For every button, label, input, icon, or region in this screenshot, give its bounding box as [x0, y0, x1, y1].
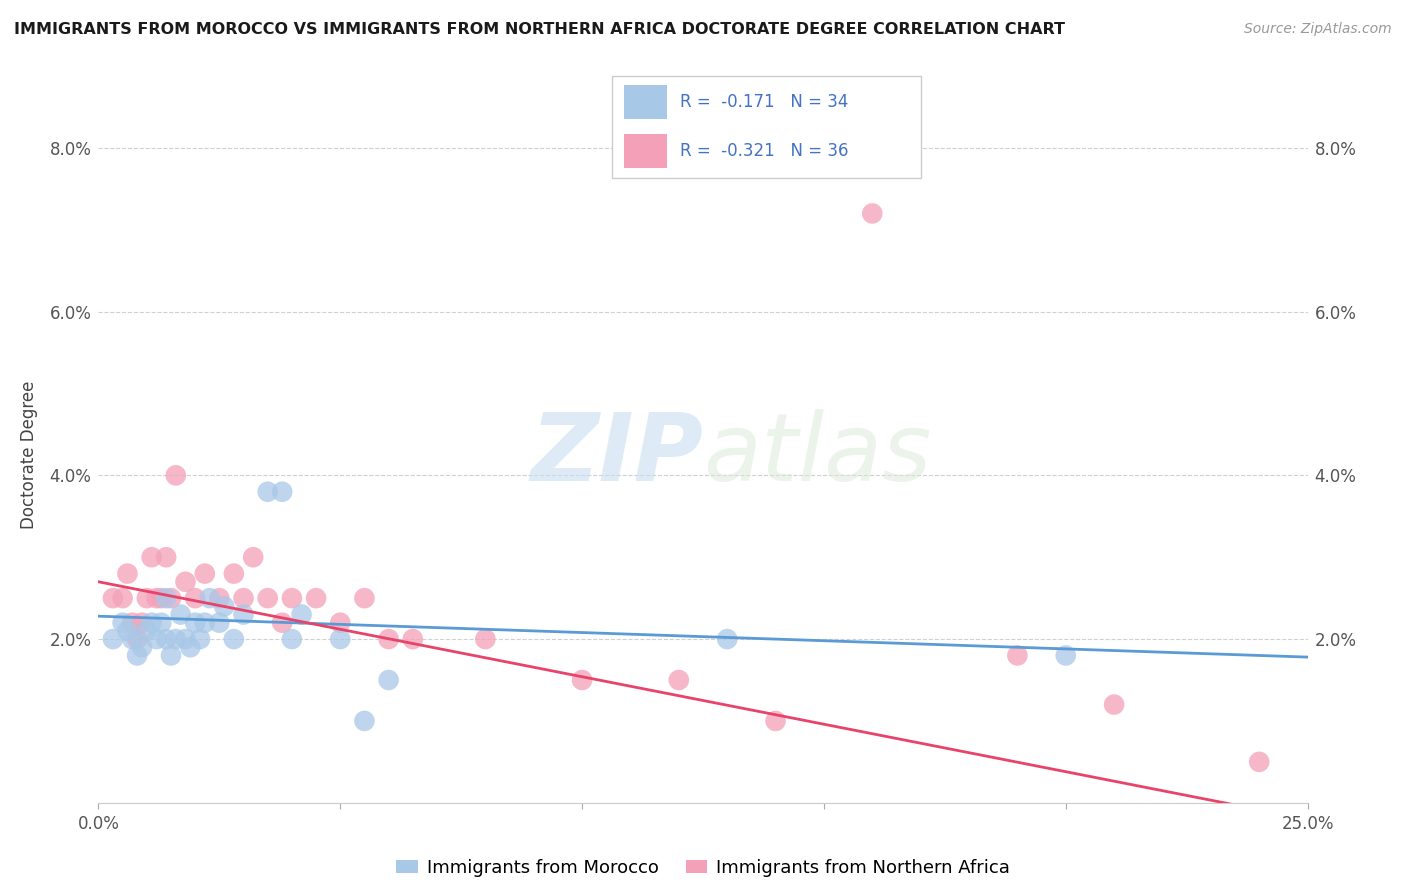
Point — [131, 615, 153, 630]
Point — [377, 632, 399, 646]
Point — [329, 615, 352, 630]
Point — [127, 648, 149, 663]
Point — [860, 206, 883, 220]
Point — [101, 632, 124, 646]
Point — [208, 591, 231, 606]
Point — [232, 607, 254, 622]
Point — [117, 566, 139, 581]
Point — [474, 632, 496, 646]
Point — [174, 574, 197, 589]
Point — [402, 632, 425, 646]
Point — [188, 632, 211, 646]
Point — [135, 591, 157, 606]
Point — [290, 607, 312, 622]
Point — [145, 632, 167, 646]
Point — [155, 632, 177, 646]
Point — [242, 550, 264, 565]
FancyBboxPatch shape — [612, 76, 921, 178]
Point — [141, 615, 163, 630]
Text: ZIP: ZIP — [530, 409, 703, 501]
Point — [184, 615, 207, 630]
Point — [305, 591, 328, 606]
Point — [117, 624, 139, 638]
Point — [111, 615, 134, 630]
Text: Source: ZipAtlas.com: Source: ZipAtlas.com — [1244, 22, 1392, 37]
Point — [160, 591, 183, 606]
Point — [194, 566, 217, 581]
Point — [194, 615, 217, 630]
Point — [150, 591, 173, 606]
Point — [212, 599, 235, 614]
Point — [1102, 698, 1125, 712]
Point — [1249, 755, 1271, 769]
Point — [377, 673, 399, 687]
Bar — [624, 135, 668, 168]
Point — [198, 591, 221, 606]
Point — [179, 640, 201, 655]
Point — [271, 615, 294, 630]
Y-axis label: Doctorate Degree: Doctorate Degree — [20, 381, 38, 529]
Point — [131, 640, 153, 655]
Point — [281, 591, 304, 606]
Text: atlas: atlas — [703, 409, 931, 500]
Point — [571, 673, 593, 687]
Point — [271, 484, 294, 499]
Point — [111, 591, 134, 606]
Point — [232, 591, 254, 606]
Point — [127, 632, 149, 646]
Point — [256, 591, 278, 606]
Point — [145, 591, 167, 606]
Point — [222, 632, 245, 646]
Point — [329, 632, 352, 646]
Text: R =  -0.171   N = 34: R = -0.171 N = 34 — [679, 93, 848, 111]
Text: R =  -0.321   N = 36: R = -0.321 N = 36 — [679, 142, 848, 161]
Text: IMMIGRANTS FROM MOROCCO VS IMMIGRANTS FROM NORTHERN AFRICA DOCTORATE DEGREE CORR: IMMIGRANTS FROM MOROCCO VS IMMIGRANTS FR… — [14, 22, 1066, 37]
Point — [174, 632, 197, 646]
Point — [165, 468, 187, 483]
Point — [160, 648, 183, 663]
Point — [165, 632, 187, 646]
Point — [281, 632, 304, 646]
Point — [765, 714, 787, 728]
Point — [141, 550, 163, 565]
Point — [716, 632, 738, 646]
Point — [135, 624, 157, 638]
Point — [121, 632, 143, 646]
Point — [101, 591, 124, 606]
Point — [353, 591, 375, 606]
Point — [353, 714, 375, 728]
Bar — [624, 85, 668, 119]
Point — [1054, 648, 1077, 663]
Point — [121, 615, 143, 630]
Point — [208, 615, 231, 630]
Point — [155, 591, 177, 606]
Legend: Immigrants from Morocco, Immigrants from Northern Africa: Immigrants from Morocco, Immigrants from… — [388, 852, 1018, 884]
Point — [1007, 648, 1029, 663]
Point — [169, 607, 191, 622]
Point — [668, 673, 690, 687]
Point — [155, 550, 177, 565]
Point — [150, 615, 173, 630]
Point — [256, 484, 278, 499]
Point — [222, 566, 245, 581]
Point — [184, 591, 207, 606]
